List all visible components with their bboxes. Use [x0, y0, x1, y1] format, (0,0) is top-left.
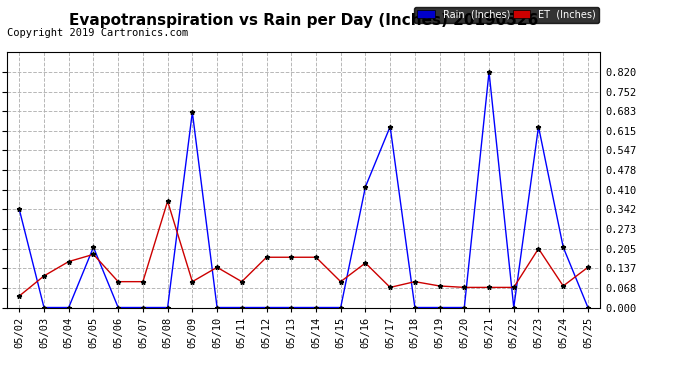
Text: Copyright 2019 Cartronics.com: Copyright 2019 Cartronics.com: [7, 28, 188, 38]
Legend: Rain  (Inches), ET  (Inches): Rain (Inches), ET (Inches): [415, 7, 599, 22]
Text: Evapotranspiration vs Rain per Day (Inches) 20190526: Evapotranspiration vs Rain per Day (Inch…: [69, 13, 538, 28]
